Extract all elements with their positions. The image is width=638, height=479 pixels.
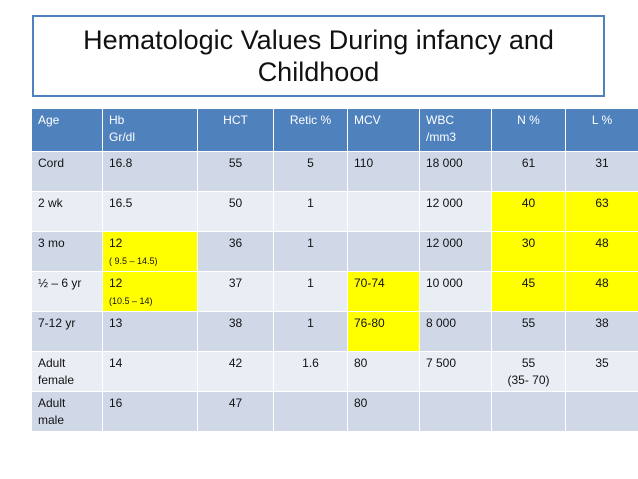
col-header-hct: HCT: [197, 108, 274, 152]
cell-hb: 16.8: [102, 151, 198, 192]
cell-mcv: 80: [347, 351, 420, 392]
cell-l: 35: [565, 351, 638, 392]
cell-age: 2 wk: [31, 191, 103, 232]
cell-age: Adult male: [31, 391, 103, 432]
cell-age: Cord: [31, 151, 103, 192]
col-header-n: N %: [491, 108, 566, 152]
cell-mcv: [347, 191, 420, 232]
cell-hct: 42: [197, 351, 274, 392]
cell-wbc: 10 000: [419, 271, 492, 312]
cell-retic: 1: [273, 231, 348, 272]
cell-wbc: 7 500: [419, 351, 492, 392]
table-row: 2 wk 16.5 50 1 12 000 40 63: [31, 191, 638, 232]
title-line-2: Childhood: [257, 57, 380, 87]
table-row: 3 mo 12( 9.5 – 14.5) 36 1 12 000 30 48: [31, 231, 638, 272]
cell-l: 63: [565, 191, 638, 232]
cell-l: 48: [565, 231, 638, 272]
cell-hb: 13: [102, 311, 198, 352]
cell-n: 45: [491, 271, 566, 312]
title-box: Hematologic Values During infancy and Ch…: [32, 15, 605, 97]
col-header-age: Age: [31, 108, 103, 152]
cell-l: 31: [565, 151, 638, 192]
cell-age: 3 mo: [31, 231, 103, 272]
cell-hb: 16.5: [102, 191, 198, 232]
cell-n: 61: [491, 151, 566, 192]
table-row: 7-12 yr 13 38 1 76-80 8 000 55 38: [31, 311, 638, 352]
cell-wbc: 8 000: [419, 311, 492, 352]
cell-wbc: 12 000: [419, 191, 492, 232]
table-row: Adult female 14 42 1.6 80 7 500 55 (35- 70…: [31, 351, 638, 392]
cell-hct: 36: [197, 231, 274, 272]
cell-n: 55: [491, 311, 566, 352]
cell-wbc: 12 000: [419, 231, 492, 272]
col-header-l: L %: [565, 108, 638, 152]
hematologic-values-table: Age Hb Gr/dl HCT Retic % MCV WBC/mm3 N % …: [31, 108, 638, 432]
cell-l: 48: [565, 271, 638, 312]
cell-hct: 50: [197, 191, 274, 232]
hb-range: ( 9.5 – 14.5): [109, 256, 158, 266]
cell-retic: 1: [273, 271, 348, 312]
table-row: Cord 16.8 55 5 110 18 000 61 31: [31, 151, 638, 192]
cell-n: 55 (35- 70): [491, 351, 566, 392]
cell-l: 38: [565, 311, 638, 352]
cell-n: [491, 391, 566, 432]
header-row: Age Hb Gr/dl HCT Retic % MCV WBC/mm3 N % …: [31, 108, 638, 152]
cell-retic: 5: [273, 151, 348, 192]
cell-n: 40: [491, 191, 566, 232]
title-line-1: Hematologic Values During infancy and: [83, 25, 554, 55]
cell-age: Adult female: [31, 351, 103, 392]
cell-age: 7-12 yr: [31, 311, 103, 352]
cell-hct: 38: [197, 311, 274, 352]
cell-mcv: 110: [347, 151, 420, 192]
cell-hb: 14: [102, 351, 198, 392]
cell-hct: 37: [197, 271, 274, 312]
cell-retic: [273, 391, 348, 432]
hb-range: (10.5 – 14): [109, 296, 153, 306]
cell-age: ½ – 6 yr: [31, 271, 103, 312]
slide-title: Hematologic Values During infancy and Ch…: [83, 24, 554, 88]
cell-mcv: [347, 231, 420, 272]
col-header-mcv: MCV: [347, 108, 420, 152]
cell-wbc: 18 000: [419, 151, 492, 192]
cell-mcv: 80: [347, 391, 420, 432]
cell-mcv: 76-80: [347, 311, 420, 352]
col-header-hb: Hb Gr/dl: [102, 108, 198, 152]
cell-retic: 1.6: [273, 351, 348, 392]
cell-hct: 55: [197, 151, 274, 192]
cell-hb: 12( 9.5 – 14.5): [102, 231, 198, 272]
table-row: Adult male 16 47 80: [31, 391, 638, 432]
cell-hct: 47: [197, 391, 274, 432]
cell-wbc: [419, 391, 492, 432]
cell-retic: 1: [273, 311, 348, 352]
col-header-retic: Retic %: [273, 108, 348, 152]
col-header-wbc: WBC/mm3: [419, 108, 492, 152]
cell-hb: 12 (10.5 – 14): [102, 271, 198, 312]
cell-retic: 1: [273, 191, 348, 232]
cell-hb: 16: [102, 391, 198, 432]
table-row: ½ – 6 yr 12 (10.5 – 14) 37 1 70-74 10 000…: [31, 271, 638, 312]
cell-l: [565, 391, 638, 432]
cell-n: 30: [491, 231, 566, 272]
cell-mcv: 70-74: [347, 271, 420, 312]
